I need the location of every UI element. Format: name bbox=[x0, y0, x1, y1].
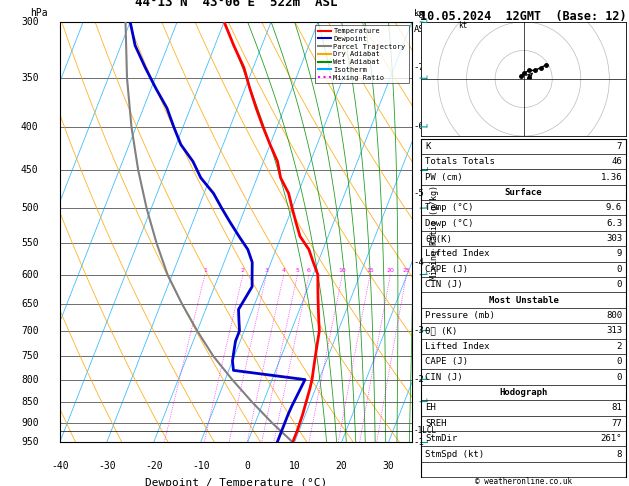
Text: SREH: SREH bbox=[425, 419, 447, 428]
Text: 10: 10 bbox=[338, 268, 346, 273]
Text: Dewp (°C): Dewp (°C) bbox=[425, 219, 474, 228]
Text: 15: 15 bbox=[366, 268, 374, 273]
Text: 850: 850 bbox=[21, 397, 38, 407]
Text: 1: 1 bbox=[203, 268, 207, 273]
Text: 261°: 261° bbox=[601, 434, 622, 443]
Text: -5: -5 bbox=[414, 189, 425, 198]
Text: 650: 650 bbox=[21, 299, 38, 309]
Text: 0: 0 bbox=[245, 461, 250, 471]
Text: Totals Totals: Totals Totals bbox=[425, 157, 495, 166]
Text: 950: 950 bbox=[21, 437, 38, 447]
Text: ASL: ASL bbox=[414, 25, 430, 35]
Text: 550: 550 bbox=[21, 238, 38, 248]
Text: -6: -6 bbox=[414, 122, 425, 131]
Text: 20: 20 bbox=[386, 268, 394, 273]
Text: 9.6: 9.6 bbox=[606, 203, 622, 212]
Text: 44°13'N  43°06'E  522m  ASL: 44°13'N 43°06'E 522m ASL bbox=[135, 0, 337, 9]
Legend: Temperature, Dewpoint, Parcel Trajectory, Dry Adiabat, Wet Adiabat, Isotherm, Mi: Temperature, Dewpoint, Parcel Trajectory… bbox=[315, 25, 408, 83]
Text: -7: -7 bbox=[414, 63, 425, 72]
Text: kt: kt bbox=[458, 20, 467, 30]
Text: CAPE (J): CAPE (J) bbox=[425, 357, 468, 366]
Text: Mixing Ratio (g/kg): Mixing Ratio (g/kg) bbox=[430, 185, 438, 279]
Text: 6.3: 6.3 bbox=[606, 219, 622, 228]
Text: 500: 500 bbox=[21, 203, 38, 213]
Text: 4: 4 bbox=[282, 268, 286, 273]
Text: PW (cm): PW (cm) bbox=[425, 173, 463, 181]
Text: CIN (J): CIN (J) bbox=[425, 280, 463, 289]
Text: CAPE (J): CAPE (J) bbox=[425, 265, 468, 274]
Text: StmSpd (kt): StmSpd (kt) bbox=[425, 450, 484, 459]
Text: -8: -8 bbox=[414, 11, 425, 20]
Text: 350: 350 bbox=[21, 73, 38, 83]
Text: 450: 450 bbox=[21, 165, 38, 175]
Text: Hodograph: Hodograph bbox=[499, 388, 548, 397]
Text: 2: 2 bbox=[241, 268, 245, 273]
Text: 800: 800 bbox=[21, 375, 38, 384]
Text: 900: 900 bbox=[21, 417, 38, 428]
Text: θᴀ (K): θᴀ (K) bbox=[425, 327, 457, 335]
Text: 750: 750 bbox=[21, 351, 38, 361]
Text: hPa: hPa bbox=[30, 8, 47, 17]
Text: 300: 300 bbox=[21, 17, 38, 27]
Text: 0: 0 bbox=[616, 280, 622, 289]
Text: 0: 0 bbox=[616, 373, 622, 382]
Text: Dewpoint / Temperature (°C): Dewpoint / Temperature (°C) bbox=[145, 478, 327, 486]
Text: 20: 20 bbox=[336, 461, 347, 471]
Text: K: K bbox=[425, 142, 431, 151]
Text: -20: -20 bbox=[145, 461, 162, 471]
Text: CIN (J): CIN (J) bbox=[425, 373, 463, 382]
Text: Lifted Index: Lifted Index bbox=[425, 342, 490, 351]
Text: 800: 800 bbox=[606, 311, 622, 320]
Text: -2: -2 bbox=[414, 375, 425, 384]
Text: 9: 9 bbox=[616, 249, 622, 259]
Text: 46: 46 bbox=[611, 157, 622, 166]
Text: -40: -40 bbox=[51, 461, 69, 471]
Text: 3: 3 bbox=[264, 268, 269, 273]
Text: 0: 0 bbox=[616, 265, 622, 274]
Text: 30: 30 bbox=[382, 461, 394, 471]
Text: 0: 0 bbox=[616, 357, 622, 366]
Text: 700: 700 bbox=[21, 326, 38, 336]
Text: -30: -30 bbox=[98, 461, 116, 471]
Text: -1: -1 bbox=[414, 438, 425, 447]
Text: Most Unstable: Most Unstable bbox=[489, 295, 559, 305]
Text: -10: -10 bbox=[192, 461, 209, 471]
Text: 600: 600 bbox=[21, 270, 38, 279]
Text: 1.36: 1.36 bbox=[601, 173, 622, 181]
Text: -4: -4 bbox=[414, 258, 425, 267]
Text: 10.05.2024  12GMT  (Base: 12): 10.05.2024 12GMT (Base: 12) bbox=[420, 10, 627, 23]
Text: 77: 77 bbox=[611, 419, 622, 428]
Text: Surface: Surface bbox=[505, 188, 542, 197]
Text: 8: 8 bbox=[616, 450, 622, 459]
Text: Pressure (mb): Pressure (mb) bbox=[425, 311, 495, 320]
Text: θᴀ(K): θᴀ(K) bbox=[425, 234, 452, 243]
Text: 400: 400 bbox=[21, 122, 38, 132]
Text: 7: 7 bbox=[616, 142, 622, 151]
Text: 6: 6 bbox=[307, 268, 311, 273]
Text: StmDir: StmDir bbox=[425, 434, 457, 443]
Text: © weatheronline.co.uk: © weatheronline.co.uk bbox=[475, 477, 572, 486]
Text: km: km bbox=[414, 9, 425, 17]
Text: 81: 81 bbox=[611, 403, 622, 413]
Text: 25: 25 bbox=[403, 268, 410, 273]
Text: -3: -3 bbox=[414, 327, 425, 335]
Text: 2: 2 bbox=[616, 342, 622, 351]
Text: -1LCL: -1LCL bbox=[414, 426, 437, 435]
Text: 10: 10 bbox=[289, 461, 301, 471]
Text: Temp (°C): Temp (°C) bbox=[425, 203, 474, 212]
Text: 5: 5 bbox=[296, 268, 299, 273]
Text: EH: EH bbox=[425, 403, 436, 413]
Text: 313: 313 bbox=[606, 327, 622, 335]
Text: Lifted Index: Lifted Index bbox=[425, 249, 490, 259]
Text: 303: 303 bbox=[606, 234, 622, 243]
